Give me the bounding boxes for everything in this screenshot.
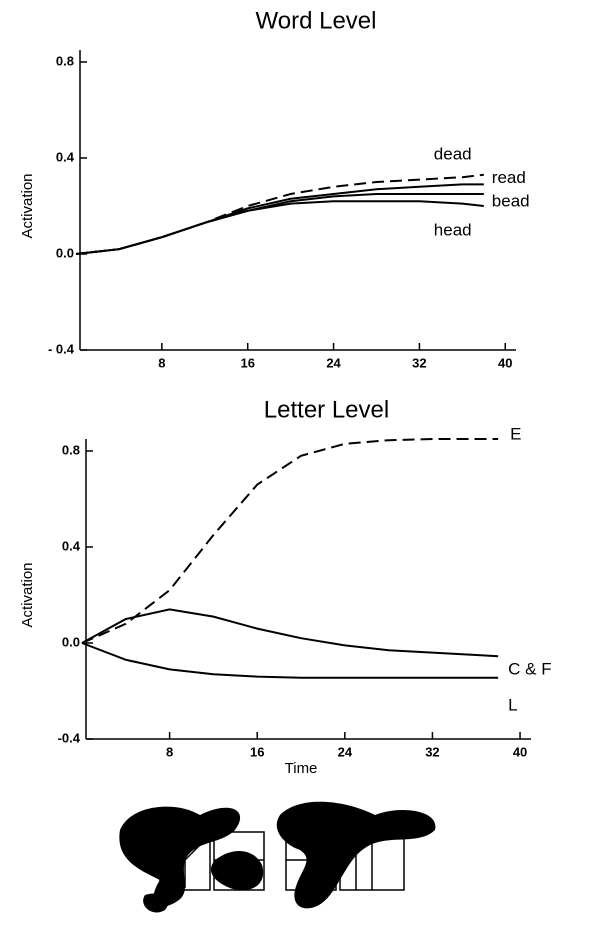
series-label: dead	[434, 144, 472, 163]
x-tick-label: 16	[240, 355, 254, 370]
x-tick-label: 32	[412, 355, 426, 370]
series-line	[81, 642, 499, 679]
y-tick-label: 0.0	[56, 245, 74, 260]
x-tick-label: 40	[498, 355, 512, 370]
series-label: C & F	[508, 660, 551, 679]
series-label: bead	[492, 191, 530, 210]
x-tick-label: 8	[166, 744, 173, 759]
x-tick-label: 16	[250, 744, 264, 759]
illustration	[119, 801, 436, 913]
series-line	[75, 200, 484, 255]
chart-title: Letter Level	[264, 396, 389, 423]
letter-boxes	[159, 831, 405, 891]
series-label: L	[508, 695, 517, 714]
y-tick-label: - 0.4	[48, 341, 75, 356]
x-tick-label: 32	[425, 744, 439, 759]
y-tick-label: 0.4	[62, 538, 81, 553]
series-label: E	[510, 424, 521, 443]
y-tick-label: -0.4	[58, 730, 81, 745]
chart-title: Word Level	[256, 7, 377, 34]
x-axis-label: Time	[285, 760, 318, 777]
y-tick-label: 0.8	[56, 53, 74, 68]
series-line	[81, 438, 499, 644]
y-axis-label: Activation	[19, 173, 36, 238]
y-tick-label: 0.0	[62, 634, 80, 649]
series-label: read	[492, 168, 526, 187]
x-tick-label: 8	[158, 355, 165, 370]
x-tick-label: 24	[338, 744, 353, 759]
series-line	[81, 608, 499, 658]
y-axis-label: Activation	[19, 562, 36, 627]
y-tick-label: 0.8	[62, 442, 80, 457]
series-label: head	[434, 220, 472, 239]
y-tick-label: 0.4	[56, 149, 75, 164]
x-tick-label: 40	[513, 744, 527, 759]
x-tick-label: 24	[326, 355, 341, 370]
